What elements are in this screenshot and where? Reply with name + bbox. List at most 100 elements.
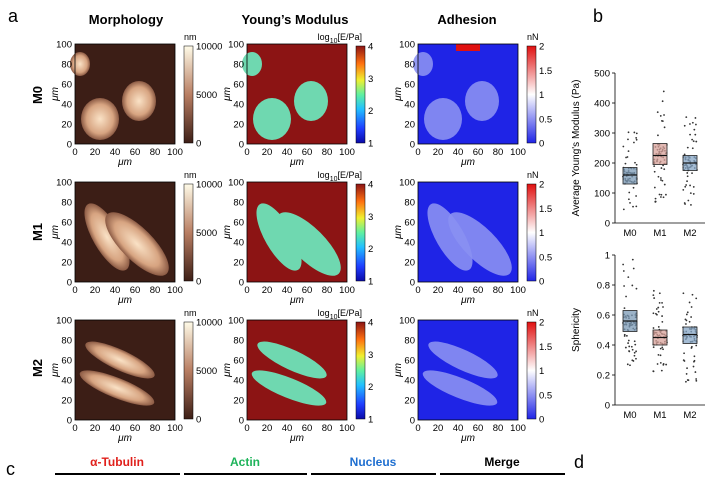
data-point	[632, 205, 634, 208]
y-tick-label: 40	[404, 376, 415, 387]
x-tick-label: 80	[493, 423, 504, 434]
y-tick-label: 80	[61, 198, 72, 209]
map-panel-m0-modulus: 0 20 40 60 80 100 0 20 40 60 80 100 μm μm 4 3 2 1 log10[E/…	[222, 32, 373, 168]
colorbar	[526, 183, 537, 282]
data-point	[691, 138, 694, 141]
data-point	[661, 320, 664, 323]
panel-label-a: a	[8, 6, 19, 26]
x-tick-label: 20	[90, 423, 101, 434]
map-frame	[246, 319, 348, 421]
x-tick-label: 40	[110, 285, 121, 296]
data-point	[665, 193, 667, 196]
box-m2	[682, 326, 698, 344]
x-tick-label: 20	[433, 423, 444, 434]
y-tick-label: 60	[404, 80, 415, 91]
data-point	[633, 131, 636, 134]
y-tick-label: 0	[410, 416, 415, 427]
data-point	[660, 179, 662, 181]
y-tick-label: 80	[233, 336, 244, 347]
colorbar-tick-label: 3	[368, 212, 373, 223]
data-point	[627, 198, 630, 201]
cell-shape	[242, 52, 262, 76]
y-tick-label: 40	[233, 238, 244, 249]
data-point	[632, 360, 635, 362]
x-tick-label: 40	[110, 423, 121, 434]
data-point	[654, 201, 657, 203]
data-point	[685, 116, 688, 118]
box-plot-modulus: 0 100 200 300 400 500 Average Young's Modulus …	[571, 69, 705, 239]
data-point	[622, 145, 625, 148]
data-point	[627, 150, 630, 153]
y-axis-unit: μm	[393, 87, 404, 102]
y-tick-label: 20	[404, 396, 415, 407]
data-point	[625, 334, 628, 337]
data-point	[635, 195, 637, 197]
data-point	[623, 307, 626, 310]
data-point	[662, 90, 665, 93]
colorbar-tick-label: 0.5	[539, 114, 552, 125]
x-tick-label: 80	[493, 147, 504, 158]
cell-shape	[428, 341, 498, 379]
data-point	[635, 357, 637, 360]
x-axis-unit: μm	[460, 295, 475, 306]
cell-shape	[79, 370, 155, 406]
y-tick-label: 500	[594, 69, 610, 80]
cell-shape	[122, 81, 156, 121]
data-point	[661, 100, 664, 103]
data-point	[635, 138, 638, 141]
colorbar-tick-label: 0	[196, 415, 201, 426]
data-point	[635, 132, 638, 135]
data-point	[690, 204, 692, 206]
y-axis-unit: μm	[393, 363, 404, 378]
colorbar-tick-label: 0	[539, 139, 544, 150]
x-axis-unit: μm	[460, 433, 475, 444]
y-tick-label: 60	[404, 356, 415, 367]
data-point	[695, 140, 698, 143]
legend-tubulin: α-Tubulin	[90, 455, 144, 469]
data-point	[685, 313, 688, 316]
colorbar	[355, 45, 366, 144]
data-point	[660, 196, 662, 198]
data-point	[634, 343, 637, 346]
data-point	[659, 115, 662, 117]
data-point	[657, 134, 659, 137]
map-frame	[417, 43, 519, 145]
data-point	[689, 133, 691, 136]
x-tick-label: 0	[244, 423, 249, 434]
data-point	[631, 284, 634, 287]
cell-shape	[424, 98, 462, 140]
x-tick-label: 60	[130, 147, 141, 158]
data-point	[656, 111, 659, 114]
data-point	[659, 177, 662, 179]
x-tick-label: 100	[510, 147, 526, 158]
cell-shape	[251, 370, 327, 406]
map-panel-m2-adhesion: 0 20 40 60 80 100 0 20 40 60 80 100 μm μm 2 1.5 1 0.5 0 nN	[393, 308, 552, 444]
data-point	[657, 306, 660, 309]
data-point	[659, 362, 662, 364]
colorbar-tick-label: 0.5	[539, 390, 552, 401]
y-tick-label: 80	[61, 336, 72, 347]
data-point	[655, 308, 658, 310]
map-panel-m1-modulus: 0 20 40 60 80 100 0 20 40 60 80 100 μm μm 4 3 2 1 log10[E/…	[222, 170, 373, 306]
map-panel-m2-modulus: 0 20 40 60 80 100 0 20 40 60 80 100 μm μm 4 3 2 1 log10[E/…	[222, 308, 373, 444]
data-point	[689, 184, 691, 187]
y-axis-unit: μm	[222, 87, 233, 102]
y-tick-label: 0	[605, 401, 610, 412]
y-tick-label: 100	[594, 189, 610, 200]
data-point	[633, 340, 636, 343]
data-point	[661, 315, 663, 317]
x-tick-label: M1	[653, 410, 666, 421]
data-point	[686, 367, 688, 370]
x-tick-label: 60	[302, 285, 313, 296]
data-point	[691, 121, 694, 124]
data-point	[662, 306, 664, 308]
y-tick-label: 60	[61, 218, 72, 229]
data-point	[660, 119, 663, 122]
x-axis-unit: μm	[289, 295, 304, 306]
data-point	[692, 186, 695, 188]
y-tick-label: 0	[239, 278, 244, 289]
data-point	[660, 193, 663, 196]
colorbar-tick-label: 5000	[196, 366, 217, 377]
legend-nucleus: Nucleus	[350, 455, 397, 469]
x-tick-label: 20	[262, 147, 273, 158]
